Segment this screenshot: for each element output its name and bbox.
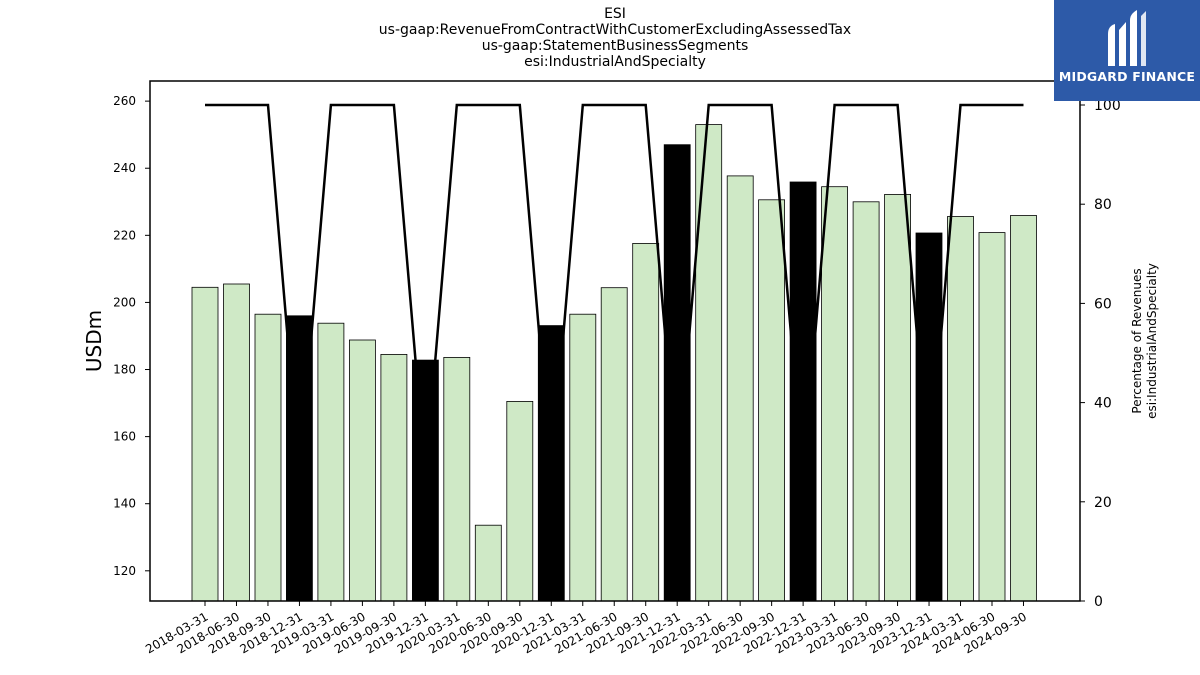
midgard-logo-icon — [1108, 10, 1146, 66]
bar-2019-06-30 — [348, 339, 376, 602]
bar-2024-06-30 — [978, 232, 1006, 602]
title-line-member: esi:IndustrialAndSpecialty — [524, 54, 706, 70]
left-tick-label-160: 160 — [113, 430, 136, 444]
bar-2021-03-31 — [569, 313, 597, 602]
right-tick-label-0: 0 — [1094, 594, 1103, 610]
secondary-axis-label-line-1: Percentage of Revenues — [1130, 268, 1144, 413]
bar-2019-03-31 — [317, 322, 345, 602]
bar-2018-09-30 — [254, 313, 282, 602]
x-axis: 2018-03-312018-06-302018-09-302018-12-31… — [143, 601, 1029, 656]
left-tick-label-200: 200 — [113, 295, 136, 309]
right-tick-label-20: 20 — [1094, 495, 1112, 511]
bar-2018-06-30 — [223, 283, 250, 602]
title-line-concept: us-gaap:RevenueFromContractWithCustomerE… — [378, 22, 852, 38]
bars-group — [191, 124, 1037, 602]
bar-2022-06-30 — [726, 175, 754, 602]
right-tick-label-80: 80 — [1094, 197, 1112, 213]
left-tick-label-180: 180 — [113, 363, 136, 377]
right-tick-label-100: 100 — [1094, 98, 1121, 114]
left-tick-label-120: 120 — [113, 564, 136, 578]
midgard-finance-logo: MIDGARD FINANCE — [1054, 0, 1200, 101]
bar-2019-12-31 — [411, 359, 439, 602]
left-axis: 120 140 160 180 200 220 240 260 — [113, 94, 150, 578]
bar-2023-12-31 — [915, 232, 943, 602]
left-tick-label-240: 240 — [113, 161, 136, 175]
left-tick-label-260: 260 — [113, 94, 136, 108]
bar-2019-09-30 — [380, 353, 408, 602]
bar-2021-06-30 — [600, 287, 628, 602]
title-line-axis: us-gaap:StatementBusinessSegments — [481, 38, 749, 54]
left-tick-label-140: 140 — [113, 497, 136, 511]
bar-2024-09-30 — [1010, 215, 1037, 602]
title-line-ticker: ESI — [604, 6, 626, 22]
chart-title: ESI us-gaap:RevenueFromContractWithCusto… — [150, 6, 1080, 70]
bar-2020-03-31 — [443, 356, 471, 602]
logo-text: MIDGARD FINANCE — [1058, 69, 1196, 84]
percentage-line-group — [205, 103, 1024, 478]
bar-2022-12-31 — [789, 181, 817, 602]
right-axis: 0 20 40 60 80 100 — [1080, 98, 1121, 610]
secondary-axis-label-line-2: esi:IndustrialAndSpecialty — [1145, 263, 1159, 419]
right-tick-label-60: 60 — [1094, 296, 1112, 312]
left-tick-label-220: 220 — [113, 228, 136, 242]
bar-2023-09-30 — [884, 193, 911, 602]
right-tick-label-40: 40 — [1094, 396, 1112, 412]
bar-2022-09-30 — [758, 199, 785, 602]
bar-2021-09-30 — [632, 242, 660, 602]
bar-2020-09-30 — [506, 400, 534, 602]
bar-2023-06-30 — [852, 201, 880, 602]
y-axis-label: USDm — [82, 310, 106, 372]
bar-2020-06-30 — [474, 524, 502, 602]
plot-frame — [149, 80, 1081, 602]
percentage-line — [205, 103, 1024, 478]
bar-2022-03-31 — [695, 124, 723, 602]
bar-2023-03-31 — [821, 186, 848, 602]
bar-2018-03-31 — [191, 286, 219, 602]
bar-2024-03-31 — [947, 216, 974, 602]
